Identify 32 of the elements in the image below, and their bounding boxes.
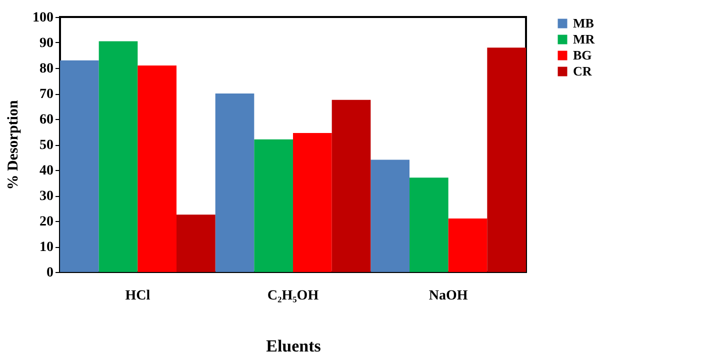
y-tick-label: 50 <box>40 138 54 153</box>
bar <box>254 139 293 272</box>
y-tick-label: 30 <box>40 189 54 204</box>
y-axis-title: % Desorption <box>6 100 22 190</box>
y-tick-label: 40 <box>40 164 54 178</box>
legend-label: MB <box>573 16 594 30</box>
bar <box>332 100 371 272</box>
bar <box>487 48 526 272</box>
y-tick-label: 70 <box>40 87 54 102</box>
x-tick-label: NaOH <box>428 288 468 304</box>
bar <box>176 214 216 272</box>
y-tick-label: 10 <box>40 240 54 255</box>
bar <box>410 178 448 272</box>
y-tick-label: 20 <box>40 214 54 230</box>
y-tick-label: 0 <box>46 266 54 280</box>
x-tick-label: C₂H₅OH <box>267 288 319 304</box>
bar <box>370 160 410 272</box>
legend-label: MR <box>573 32 596 46</box>
legend-label: CR <box>573 64 592 78</box>
legend-label: BG <box>573 48 592 62</box>
y-tick-label: 80 <box>40 62 54 76</box>
x-axis-title: Eluents <box>266 336 322 356</box>
bar <box>293 133 332 272</box>
bar <box>138 65 176 272</box>
y-tick-label: 90 <box>40 36 54 51</box>
bar <box>215 94 254 272</box>
x-tick-label: HCl <box>125 288 150 304</box>
bar <box>98 41 138 272</box>
bar <box>60 60 99 272</box>
bar <box>448 218 488 272</box>
y-tick-label: 60 <box>40 112 54 128</box>
y-tick-label: 100 <box>32 10 54 26</box>
